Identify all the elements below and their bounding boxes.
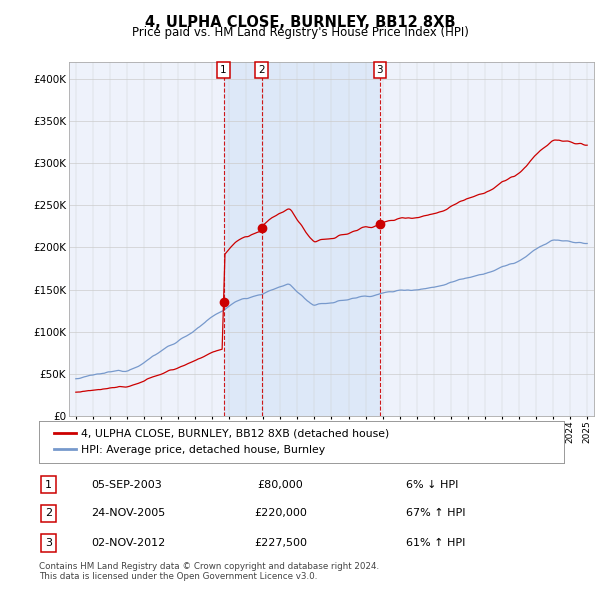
Text: 3: 3 bbox=[45, 538, 52, 548]
Legend: 4, ULPHA CLOSE, BURNLEY, BB12 8XB (detached house), HPI: Average price, detached: 4, ULPHA CLOSE, BURNLEY, BB12 8XB (detac… bbox=[50, 425, 394, 459]
Text: 67% ↑ HPI: 67% ↑ HPI bbox=[407, 509, 466, 519]
Text: Contains HM Land Registry data © Crown copyright and database right 2024.: Contains HM Land Registry data © Crown c… bbox=[39, 562, 379, 571]
Text: 1: 1 bbox=[45, 480, 52, 490]
Text: 6% ↓ HPI: 6% ↓ HPI bbox=[407, 480, 459, 490]
Text: 3: 3 bbox=[377, 65, 383, 76]
Text: £80,000: £80,000 bbox=[257, 480, 304, 490]
Text: 1: 1 bbox=[220, 65, 227, 76]
Text: £227,500: £227,500 bbox=[254, 538, 307, 548]
Text: 2: 2 bbox=[259, 65, 265, 76]
Text: Price paid vs. HM Land Registry's House Price Index (HPI): Price paid vs. HM Land Registry's House … bbox=[131, 26, 469, 39]
Text: This data is licensed under the Open Government Licence v3.0.: This data is licensed under the Open Gov… bbox=[39, 572, 317, 581]
Text: 05-SEP-2003: 05-SEP-2003 bbox=[91, 480, 162, 490]
Text: 24-NOV-2005: 24-NOV-2005 bbox=[91, 509, 166, 519]
Text: £220,000: £220,000 bbox=[254, 509, 307, 519]
Bar bbox=[224, 62, 262, 416]
Text: 61% ↑ HPI: 61% ↑ HPI bbox=[407, 538, 466, 548]
Text: 2: 2 bbox=[45, 509, 52, 519]
Bar bbox=[262, 62, 380, 416]
Text: 4, ULPHA CLOSE, BURNLEY, BB12 8XB: 4, ULPHA CLOSE, BURNLEY, BB12 8XB bbox=[145, 15, 455, 30]
Text: 02-NOV-2012: 02-NOV-2012 bbox=[91, 538, 166, 548]
